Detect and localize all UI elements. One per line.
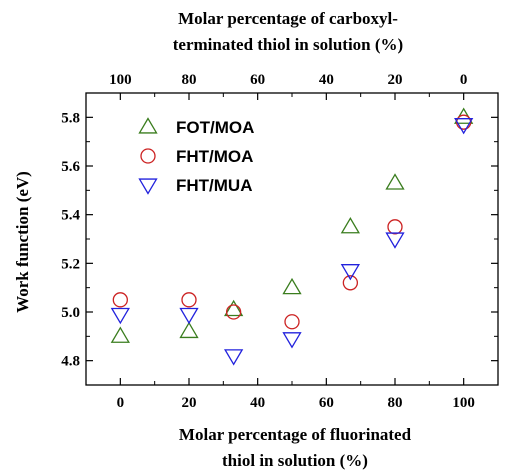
x-tick-label: 60 — [319, 395, 334, 411]
point-fht-moa — [387, 219, 403, 235]
top-tick-label: 100 — [109, 72, 132, 88]
point-fot-moa — [179, 321, 199, 339]
point-fot-moa — [110, 326, 130, 343]
point-fht-moa — [181, 292, 197, 308]
point-fht-moa — [112, 292, 128, 308]
point-fot-moa — [223, 299, 244, 317]
axis-ticks: 0 20 40 60 80 100 100 80 60 40 20 0 4.8 5.0 5.2 5.4 5.6 5… — [61, 72, 499, 411]
top-tick-label: 40 — [319, 72, 334, 88]
y-tick-label: 5.4 — [61, 208, 80, 224]
legend-label-fht-moa: FHT/MOA — [176, 147, 253, 166]
plot-frame — [85, 92, 499, 386]
point-fht-mua — [223, 349, 244, 366]
top-axis-title-line-1: Molar percentage of carboxyl- — [178, 9, 398, 28]
x-tick-label: 80 — [388, 395, 403, 411]
x-axis-title-line-1: Molar percentage of fluorinated — [179, 425, 412, 444]
x-tick-label: 0 — [117, 395, 125, 411]
x-axis-title-line-2: thiol in solution (%) — [222, 451, 368, 470]
y-tick-label: 5.8 — [61, 110, 80, 126]
point-fht-mua — [110, 307, 130, 325]
top-axis-title-line-2: terminated thiol in solution (%) — [173, 35, 403, 54]
point-fot-moa — [385, 173, 405, 190]
point-fot-moa — [340, 217, 361, 234]
point-fht-moa — [342, 275, 359, 291]
point-fht-mua — [179, 307, 199, 325]
legend-marker-fht-moa — [140, 148, 156, 164]
legend-label-fot-moa: FOT/MOA — [176, 118, 254, 137]
point-fot-moa — [282, 277, 302, 295]
point-fht-moa — [284, 314, 300, 330]
top-tick-label: 60 — [250, 72, 265, 88]
x-tick-label: 100 — [452, 395, 475, 411]
point-fht-mua — [385, 232, 405, 249]
y-tick-label: 5.2 — [61, 256, 80, 272]
point-fot-moa — [454, 107, 474, 124]
point-fht-mua — [282, 332, 302, 349]
legend-label-fht-mua: FHT/MUA — [176, 176, 252, 195]
data-markers — [110, 107, 474, 366]
y-tick-label: 5.6 — [61, 159, 80, 175]
point-fht-moa — [456, 114, 472, 130]
y-axis-title: Work function (eV) — [13, 171, 32, 313]
x-tick-label: 40 — [250, 395, 265, 411]
y-tick-label: 5.0 — [61, 305, 80, 321]
x-tick-label: 20 — [182, 395, 197, 411]
legend-marker-fht-mua — [138, 178, 158, 195]
top-tick-label: 0 — [460, 72, 468, 88]
y-tick-label: 4.8 — [61, 354, 80, 370]
point-fht-moa — [225, 304, 242, 320]
point-fht-mua — [454, 118, 474, 135]
top-tick-label: 80 — [182, 72, 197, 88]
legend: FOT/MOA FHT/MOA FHT/MUA — [138, 117, 254, 195]
legend-marker-fot-moa — [138, 117, 158, 134]
point-fht-mua — [340, 264, 361, 281]
top-tick-label: 20 — [388, 72, 403, 88]
